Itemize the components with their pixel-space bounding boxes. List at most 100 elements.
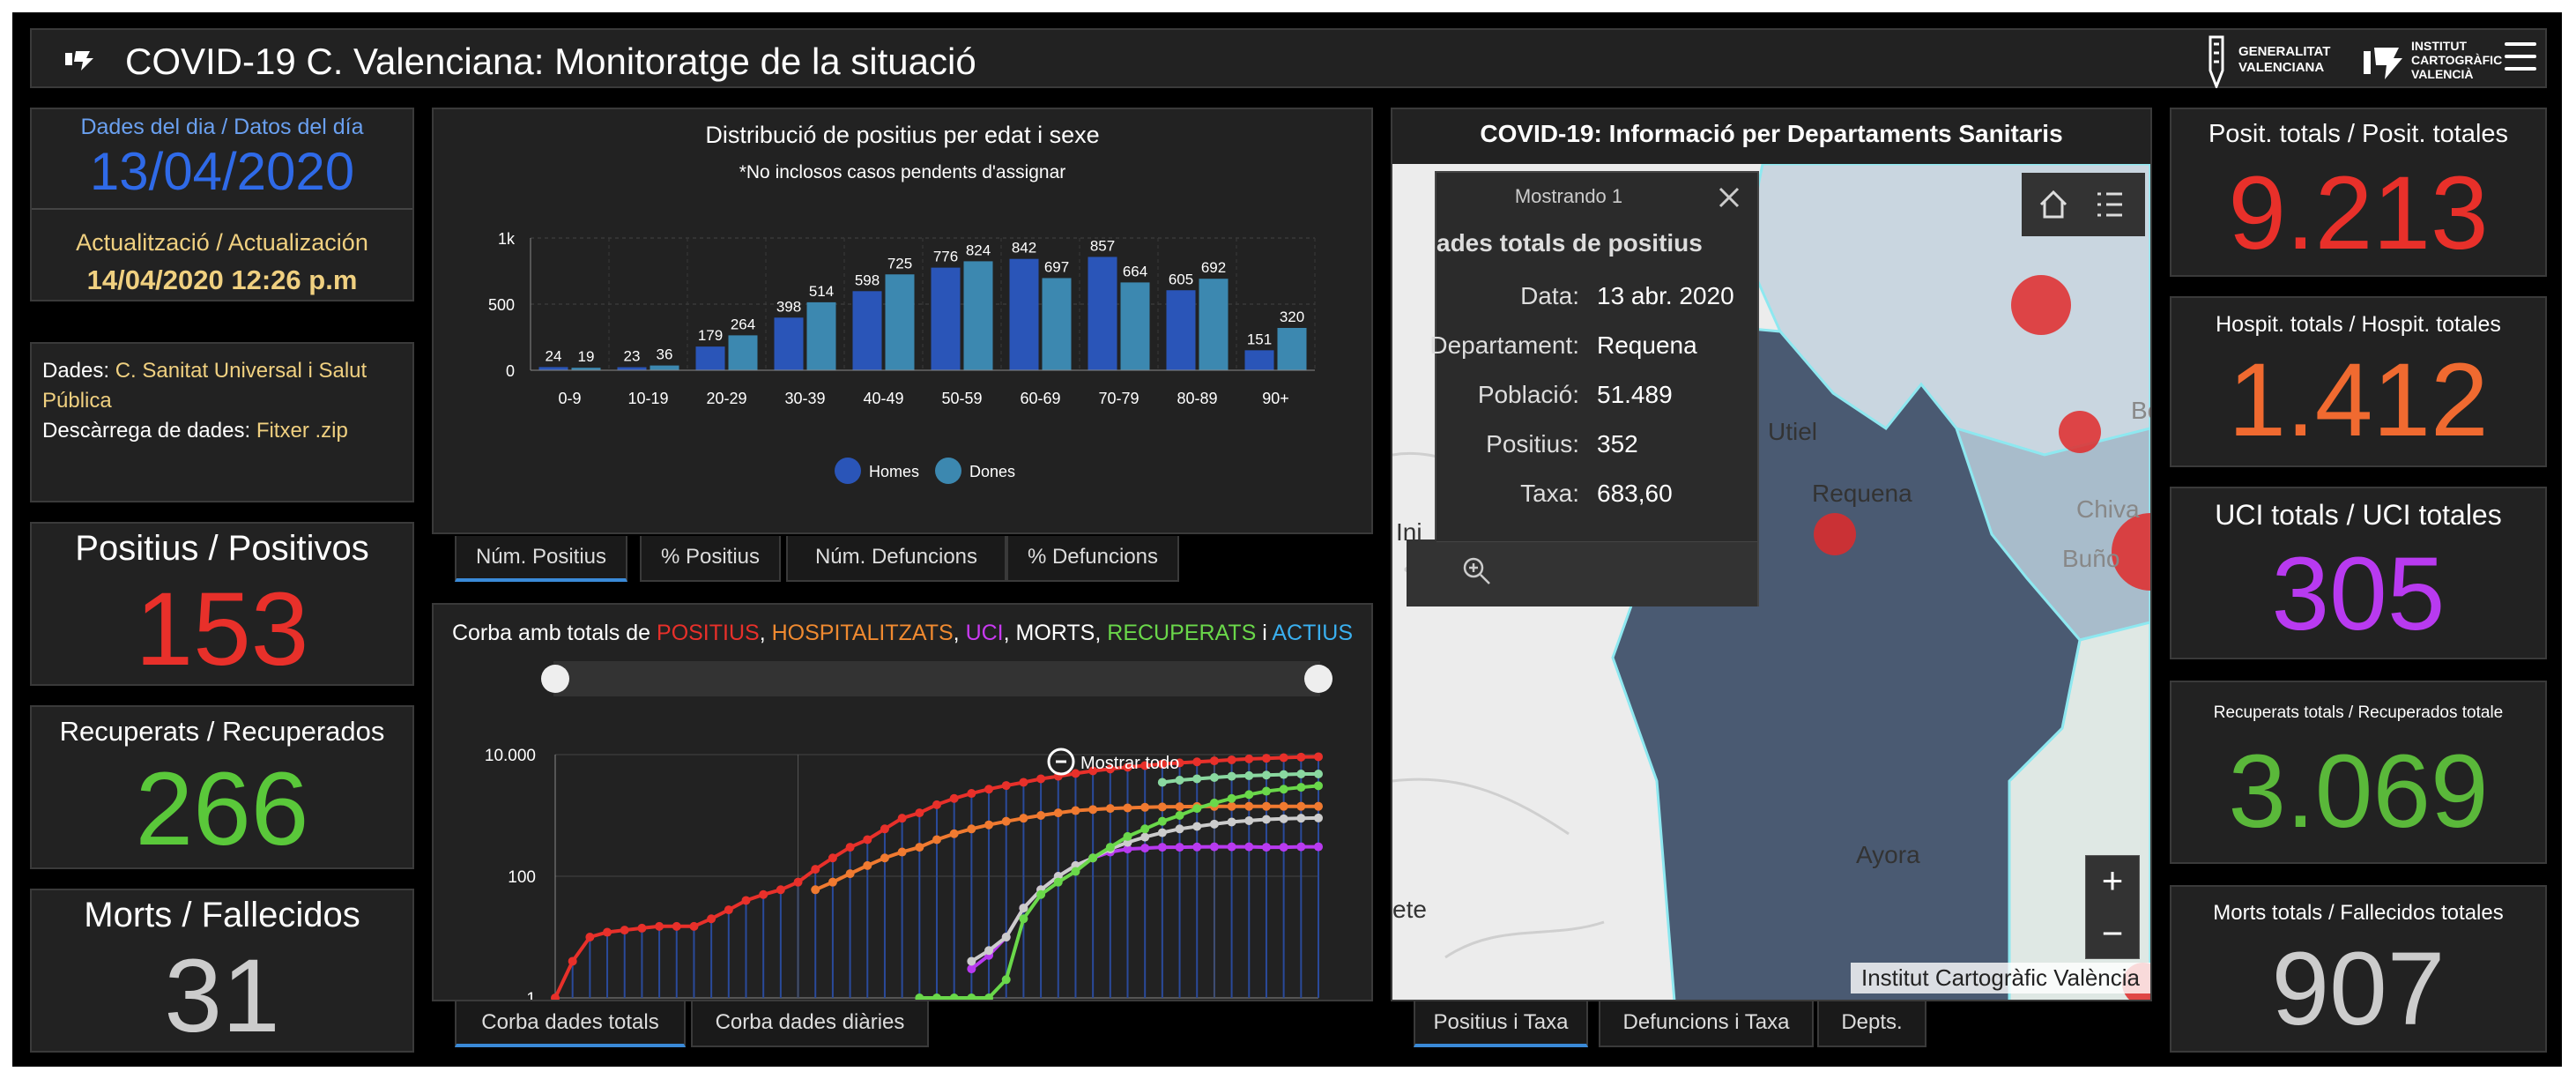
series-point — [1036, 889, 1046, 899]
zoom-to-icon[interactable] — [1459, 554, 1495, 589]
series-point — [1296, 801, 1306, 811]
series-point — [689, 921, 699, 931]
series-point — [1053, 877, 1063, 887]
source-link[interactable]: C. Sanitat Universal i Salut Pública — [42, 359, 367, 413]
series-point — [967, 964, 976, 974]
series-point — [1244, 790, 1254, 800]
chart2-title-rec: RECUPERATS — [1107, 621, 1257, 645]
tab-num-defuncions[interactable]: Núm. Defuncions — [786, 536, 1006, 582]
generalitat-logo[interactable]: GENERALITAT VALENCIANA — [2209, 35, 2330, 88]
series-point — [1296, 842, 1306, 852]
y-tick-label: 10.000 — [485, 747, 536, 765]
tab-positius-taxa[interactable]: Positius i Taxa — [1414, 1001, 1588, 1047]
bar-value-label: 320 — [1280, 309, 1304, 325]
chart2-title-uci: UCI — [965, 621, 1004, 645]
bar-value-label: 842 — [1012, 240, 1036, 257]
chart2-title-hosp: HOSPITALITZATS — [771, 621, 954, 645]
y-tick-label: 1k — [498, 230, 516, 248]
bar — [650, 365, 679, 370]
series-point — [1279, 801, 1288, 811]
series-point — [915, 808, 924, 818]
legend-label: Dones — [969, 463, 1015, 480]
generalitat-line2: VALENCIANA — [2238, 60, 2325, 75]
total-hospit-panel: Hospit. totals / Hospit. totales 1.412 — [2170, 296, 2547, 467]
bar-value-label: 36 — [657, 346, 673, 363]
series-point — [1209, 842, 1219, 852]
bar — [1088, 257, 1117, 370]
series-point — [551, 993, 560, 1000]
series-point — [863, 860, 872, 870]
series-point — [1105, 843, 1115, 852]
morts-value: 31 — [164, 938, 280, 1054]
bar-value-label: 398 — [776, 298, 801, 315]
chart2-title-i: i — [1256, 621, 1273, 645]
morts-panel: Morts / Fallecidos 31 — [30, 889, 414, 1053]
tab-pct-positius[interactable]: % Positius — [640, 536, 781, 582]
positius-panel: Positius / Positivos 153 — [30, 522, 414, 686]
tab-corba-totals[interactable]: Corba dades totals — [455, 1001, 686, 1047]
close-icon[interactable] — [1715, 183, 1743, 212]
series-point — [1088, 805, 1098, 815]
map-label-be: Be — [2131, 397, 2150, 424]
series-point — [1123, 845, 1132, 854]
bar-value-label: 19 — [578, 348, 595, 365]
series-point — [1279, 770, 1288, 779]
series-point — [603, 927, 612, 937]
bar-value-label: 23 — [624, 348, 641, 365]
header-bar: COVID-19 C. Valenciana: Monitoratge de l… — [30, 28, 2547, 88]
zoom-out-icon — [1047, 748, 1075, 776]
update-value: 14/04/2020 12:26 p.m — [86, 264, 358, 295]
series-point — [1001, 933, 1011, 941]
bar — [617, 367, 647, 370]
zoom-out-button[interactable]: − — [2101, 912, 2124, 954]
tab-num-positius[interactable]: Núm. Positius — [455, 536, 627, 582]
series-point — [1296, 814, 1306, 823]
series-point — [984, 785, 994, 794]
tab-pct-defuncions[interactable]: % Defuncions — [1006, 536, 1179, 582]
series-point — [1071, 867, 1080, 876]
series-point — [811, 885, 820, 895]
series-point — [1157, 778, 1167, 787]
y-tick-label: 500 — [488, 296, 515, 314]
legend-label: Homes — [869, 463, 919, 480]
bar — [571, 368, 601, 370]
series-point — [655, 921, 664, 931]
icv-logo[interactable]: INSTITUT CARTOGRÀFIC VALENCIÀ — [2360, 35, 2502, 81]
series-point — [1279, 843, 1288, 852]
positius-label: Positius / Positivos — [75, 529, 369, 568]
series-point — [967, 956, 976, 966]
legend-list-icon[interactable] — [2090, 185, 2129, 224]
series-point — [1296, 769, 1306, 778]
bar — [1199, 279, 1229, 370]
series-point — [1019, 778, 1028, 787]
series-point — [1261, 754, 1271, 763]
download-link[interactable]: Fitxer .zip — [256, 419, 348, 443]
show-all-button[interactable]: Mostrar todo — [1080, 754, 1179, 773]
bar-value-label: 776 — [933, 249, 958, 265]
series-point — [1261, 801, 1271, 811]
series-point — [897, 814, 907, 823]
total-recuperats-label: Recuperats totals / Recuperados totale — [2213, 703, 2504, 722]
map-label-chiva: Chiva — [2076, 495, 2140, 523]
tab-depts[interactable]: Depts. — [1817, 1001, 1926, 1047]
menu-icon[interactable] — [2505, 42, 2536, 72]
series-point — [1227, 755, 1236, 764]
series-point — [1314, 781, 1323, 791]
recuperats-value: 266 — [135, 751, 309, 867]
chart2-title: Corba amb totals de POSITIUS, HOSPITALIT… — [451, 621, 1354, 645]
series-point — [707, 914, 716, 924]
series-point — [1175, 758, 1184, 768]
tab-defuncions-taxa[interactable]: Defuncions i Taxa — [1599, 1001, 1814, 1047]
icv-line2: CARTOGRÀFIC — [2411, 53, 2503, 67]
tab-corba-diaries[interactable]: Corba dades diàries — [691, 1001, 929, 1047]
series-point — [1019, 904, 1028, 913]
popup-title: ades totals de positius — [1436, 229, 1703, 257]
zoom-in-button[interactable]: + — [2101, 859, 2124, 901]
series-point — [967, 824, 976, 834]
series-point — [984, 946, 994, 956]
date-panel: Dades del dia / Datos del día 13/04/2020… — [30, 108, 414, 301]
series-point — [915, 843, 924, 852]
total-recuperats-panel: Recuperats totals / Recuperados totale 3… — [2170, 681, 2547, 864]
home-icon[interactable] — [2034, 185, 2073, 224]
series-point — [1001, 975, 1011, 985]
